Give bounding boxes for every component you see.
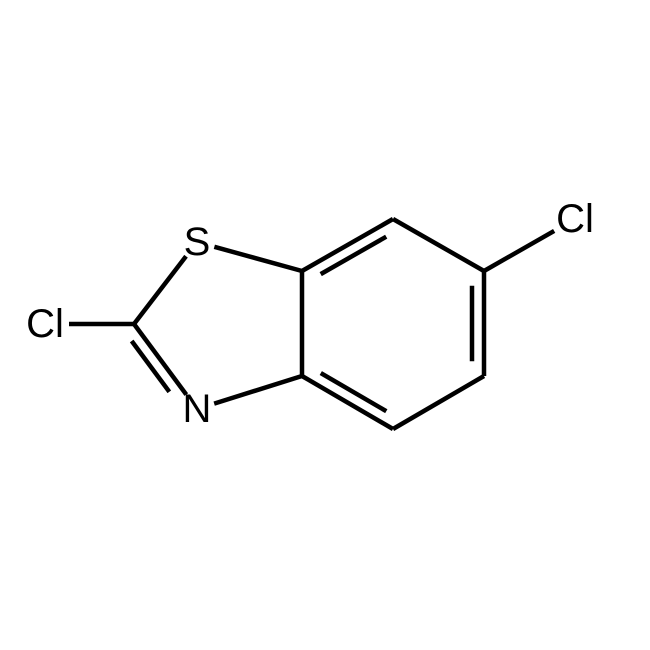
- bond-C4-Cl6: [484, 231, 554, 271]
- bond-C3-C4: [393, 219, 484, 271]
- atom-label-Cl6: Cl: [556, 197, 594, 241]
- atom-label-S: S: [184, 220, 211, 264]
- bond-S-C7: [134, 256, 186, 324]
- bonds-group: [69, 219, 554, 429]
- atom-label-Cl2: Cl: [26, 302, 64, 346]
- bond-C2-C3: [302, 219, 393, 271]
- bond-C2-S: [214, 247, 302, 271]
- molecule-diagram: Cl S N Cl: [0, 0, 650, 650]
- bond-C5-C6: [393, 376, 484, 429]
- bond-N-C7: [134, 324, 186, 395]
- atom-labels-group: Cl S N Cl: [26, 197, 594, 431]
- bond-C1-N: [214, 376, 302, 404]
- bond-C6-C1: [302, 376, 393, 429]
- atom-label-N: N: [183, 387, 212, 431]
